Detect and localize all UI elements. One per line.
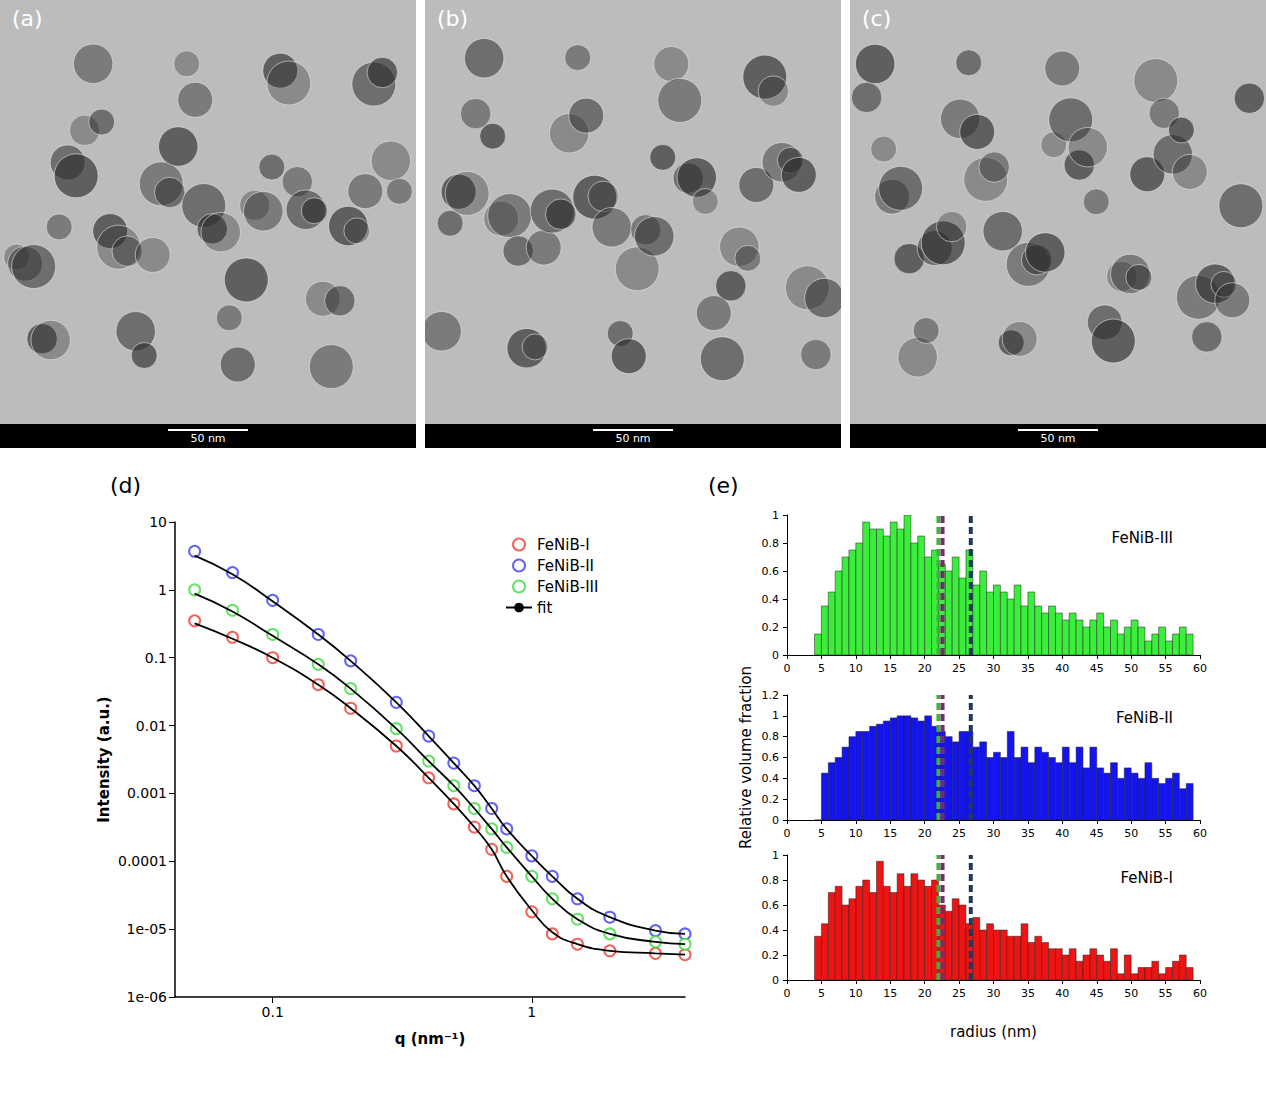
- svg-text:25: 25: [952, 827, 966, 840]
- svg-text:15: 15: [883, 987, 897, 1000]
- svg-text:20: 20: [918, 987, 932, 1000]
- svg-text:30: 30: [987, 827, 1001, 840]
- svg-text:50: 50: [1124, 662, 1138, 675]
- svg-text:0.001: 0.001: [127, 785, 167, 801]
- svg-text:55: 55: [1159, 662, 1173, 675]
- svg-text:0.6: 0.6: [762, 751, 780, 764]
- svg-text:10: 10: [849, 662, 863, 675]
- svg-text:45: 45: [1090, 827, 1104, 840]
- html-text:(b): (b): [437, 6, 469, 31]
- svg-text:0: 0: [772, 814, 779, 827]
- svg-text:(d): (d): [110, 473, 141, 498]
- svg-text:40: 40: [1055, 987, 1069, 1000]
- svg-text:10: 10: [849, 987, 863, 1000]
- svg-text:55: 55: [1159, 987, 1173, 1000]
- svg-text:15: 15: [883, 662, 897, 675]
- svg-text:0.6: 0.6: [762, 565, 780, 578]
- svg-text:30: 30: [987, 662, 1001, 675]
- svg-text:5: 5: [818, 662, 825, 675]
- svg-text:1: 1: [772, 509, 779, 522]
- svg-text:fit: fit: [537, 599, 552, 617]
- svg-text:0.2: 0.2: [762, 949, 780, 962]
- html-text:50 nm: 50 nm: [615, 432, 651, 445]
- svg-text:60: 60: [1193, 827, 1207, 840]
- html-text:50 nm: 50 nm: [1040, 432, 1076, 445]
- svg-text:0: 0: [772, 649, 779, 662]
- svg-text:FeNiB-III: FeNiB-III: [1112, 529, 1173, 547]
- svg-text:35: 35: [1021, 987, 1035, 1000]
- svg-text:40: 40: [1055, 662, 1069, 675]
- svg-text:0.4: 0.4: [762, 924, 780, 937]
- svg-text:Intensity (a.u.): Intensity (a.u.): [95, 696, 113, 822]
- html-text:(a): (a): [12, 6, 43, 31]
- svg-text:35: 35: [1021, 662, 1035, 675]
- svg-text:Relative volume fraction: Relative volume fraction: [737, 666, 755, 849]
- html-text:(c): (c): [862, 6, 892, 31]
- svg-text:45: 45: [1090, 987, 1104, 1000]
- svg-text:50: 50: [1124, 987, 1138, 1000]
- svg-text:40: 40: [1055, 827, 1069, 840]
- svg-text:FeNiB-I: FeNiB-I: [1120, 869, 1173, 887]
- svg-text:20: 20: [918, 827, 932, 840]
- svg-text:FeNiB-I: FeNiB-I: [537, 536, 590, 554]
- svg-text:1: 1: [527, 1004, 536, 1020]
- svg-text:0.0001: 0.0001: [118, 853, 167, 869]
- svg-text:10: 10: [149, 514, 167, 530]
- svg-text:55: 55: [1159, 827, 1173, 840]
- svg-text:1e-05: 1e-05: [127, 921, 167, 937]
- svg-text:0: 0: [772, 974, 779, 987]
- svg-text:60: 60: [1193, 662, 1207, 675]
- svg-text:0: 0: [784, 827, 791, 840]
- svg-text:5: 5: [818, 987, 825, 1000]
- svg-text:FeNiB-II: FeNiB-II: [1116, 709, 1173, 727]
- svg-text:0.8: 0.8: [762, 537, 780, 550]
- svg-text:0: 0: [784, 987, 791, 1000]
- svg-text:1: 1: [158, 582, 167, 598]
- svg-text:60: 60: [1193, 987, 1207, 1000]
- svg-text:10: 10: [849, 827, 863, 840]
- svg-text:0.8: 0.8: [762, 874, 780, 887]
- svg-text:0.01: 0.01: [136, 718, 167, 734]
- svg-text:0.8: 0.8: [762, 730, 780, 743]
- svg-text:0: 0: [784, 662, 791, 675]
- svg-text:0.2: 0.2: [762, 793, 780, 806]
- svg-text:1: 1: [772, 849, 779, 862]
- svg-text:35: 35: [1021, 827, 1035, 840]
- html-text:50 nm: 50 nm: [190, 432, 226, 445]
- svg-text:5: 5: [818, 827, 825, 840]
- svg-text:25: 25: [952, 987, 966, 1000]
- svg-text:0.1: 0.1: [262, 1004, 284, 1020]
- svg-text:FeNiB-II: FeNiB-II: [537, 557, 594, 575]
- svg-text:30: 30: [987, 987, 1001, 1000]
- svg-text:0.6: 0.6: [762, 899, 780, 912]
- svg-text:FeNiB-III: FeNiB-III: [537, 578, 598, 596]
- svg-text:radius (nm): radius (nm): [950, 1023, 1037, 1041]
- svg-text:1: 1: [772, 709, 779, 722]
- svg-text:0.4: 0.4: [762, 593, 780, 606]
- svg-text:(e): (e): [708, 473, 739, 498]
- svg-text:0.1: 0.1: [145, 650, 167, 666]
- svg-text:q (nm⁻¹): q (nm⁻¹): [395, 1030, 465, 1048]
- svg-text:50: 50: [1124, 827, 1138, 840]
- svg-text:0.4: 0.4: [762, 772, 780, 785]
- svg-text:0.2: 0.2: [762, 621, 780, 634]
- svg-text:15: 15: [883, 827, 897, 840]
- svg-text:20: 20: [918, 662, 932, 675]
- svg-text:1.2: 1.2: [762, 689, 780, 702]
- svg-text:1e-06: 1e-06: [127, 989, 167, 1005]
- svg-text:25: 25: [952, 662, 966, 675]
- svg-text:45: 45: [1090, 662, 1104, 675]
